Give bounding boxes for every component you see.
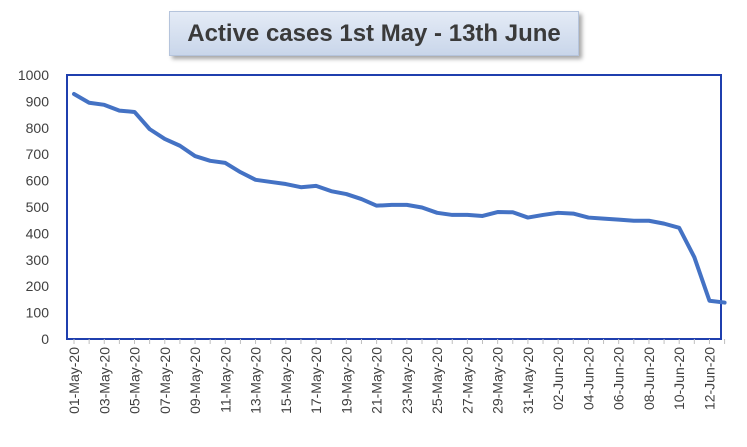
- y-tick-label: 1000: [18, 67, 49, 83]
- x-tick-label: 12-Jun-20: [701, 347, 717, 410]
- data-point: [557, 212, 559, 214]
- data-point: [194, 155, 196, 157]
- data-point: [587, 217, 589, 219]
- data-point: [118, 110, 120, 112]
- x-tick-label: 11-May-20: [217, 347, 233, 413]
- data-point: [497, 211, 499, 213]
- x-tick-label: 01-May-20: [66, 347, 82, 414]
- x-axis: 01-May-20 03-May-20 05-May-20 07-May-20 09-M…: [66, 339, 726, 414]
- x-tick-label: 04-Jun-20: [580, 347, 596, 410]
- data-point: [285, 183, 287, 185]
- data-point: [224, 162, 226, 164]
- data-point: [345, 193, 347, 195]
- data-point: [270, 181, 272, 183]
- data-point: [406, 204, 408, 206]
- chart-title: Active cases 1st May - 13th June: [169, 11, 579, 56]
- series-line: [72, 92, 727, 305]
- x-tick-label: 08-Jun-20: [641, 347, 657, 410]
- data-point: [360, 198, 362, 200]
- x-tick-label: 15-May-20: [278, 347, 294, 414]
- x-tick-label: 07-May-20: [157, 347, 173, 414]
- x-tick-label: 31-May-20: [520, 347, 536, 414]
- data-point: [648, 220, 650, 222]
- x-tick-label: 09-May-20: [187, 347, 203, 414]
- data-point: [421, 207, 423, 209]
- y-tick-label: 400: [26, 225, 50, 241]
- data-point: [149, 128, 151, 130]
- data-point: [512, 211, 514, 213]
- y-axis: 0 100 200 300 400 500 600 700 800 900 1000: [18, 67, 49, 347]
- y-tick-label: 900: [26, 93, 50, 109]
- y-tick-label: 200: [26, 278, 50, 294]
- y-tick-label: 100: [26, 305, 50, 321]
- data-point: [73, 93, 75, 95]
- data-point: [663, 223, 665, 225]
- data-point: [603, 218, 605, 220]
- data-point: [678, 227, 680, 229]
- data-point: [527, 217, 529, 219]
- y-tick-label: 300: [26, 252, 50, 268]
- data-point: [376, 205, 378, 207]
- x-tick-label: 23-May-20: [399, 347, 415, 414]
- data-point: [436, 212, 438, 214]
- data-point: [542, 214, 544, 216]
- data-point: [618, 219, 620, 221]
- y-tick-label: 800: [26, 120, 50, 136]
- data-point: [391, 204, 393, 206]
- data-point: [693, 256, 695, 258]
- data-point: [209, 160, 211, 162]
- series-layer: [72, 92, 727, 305]
- x-tick-label: 10-Jun-20: [671, 347, 687, 410]
- data-point: [482, 215, 484, 217]
- data-point: [239, 171, 241, 173]
- data-point: [466, 214, 468, 216]
- x-tick-label: 27-May-20: [459, 347, 475, 414]
- x-tick-label: 03-May-20: [96, 347, 112, 414]
- x-tick-label: 25-May-20: [429, 347, 445, 414]
- data-point: [572, 213, 574, 215]
- data-point: [724, 302, 726, 304]
- x-tick-label: 13-May-20: [248, 347, 264, 414]
- data-point: [255, 179, 257, 181]
- data-point: [315, 185, 317, 187]
- x-tick-label: 06-Jun-20: [611, 347, 627, 410]
- data-point: [88, 102, 90, 104]
- data-point: [300, 186, 302, 188]
- x-tick-label: 21-May-20: [369, 347, 385, 414]
- data-point: [633, 220, 635, 222]
- y-tick-label: 700: [26, 146, 50, 162]
- data-point: [330, 190, 332, 192]
- y-tick-label: 500: [26, 199, 50, 215]
- y-tick-label: 600: [26, 173, 50, 189]
- x-tick-label: 29-May-20: [490, 347, 506, 414]
- x-tick-label: 19-May-20: [338, 347, 354, 414]
- data-point: [164, 138, 166, 140]
- data-point: [451, 214, 453, 216]
- data-point: [179, 145, 181, 147]
- y-tick-label: 0: [41, 331, 49, 347]
- plot-area-border: [66, 74, 722, 340]
- x-tick-label: 05-May-20: [127, 347, 143, 414]
- data-point: [134, 111, 136, 113]
- data-point: [103, 104, 105, 106]
- data-point: [708, 300, 710, 302]
- x-tick-label: 02-Jun-20: [550, 347, 566, 410]
- x-tick-label: 17-May-20: [308, 347, 324, 414]
